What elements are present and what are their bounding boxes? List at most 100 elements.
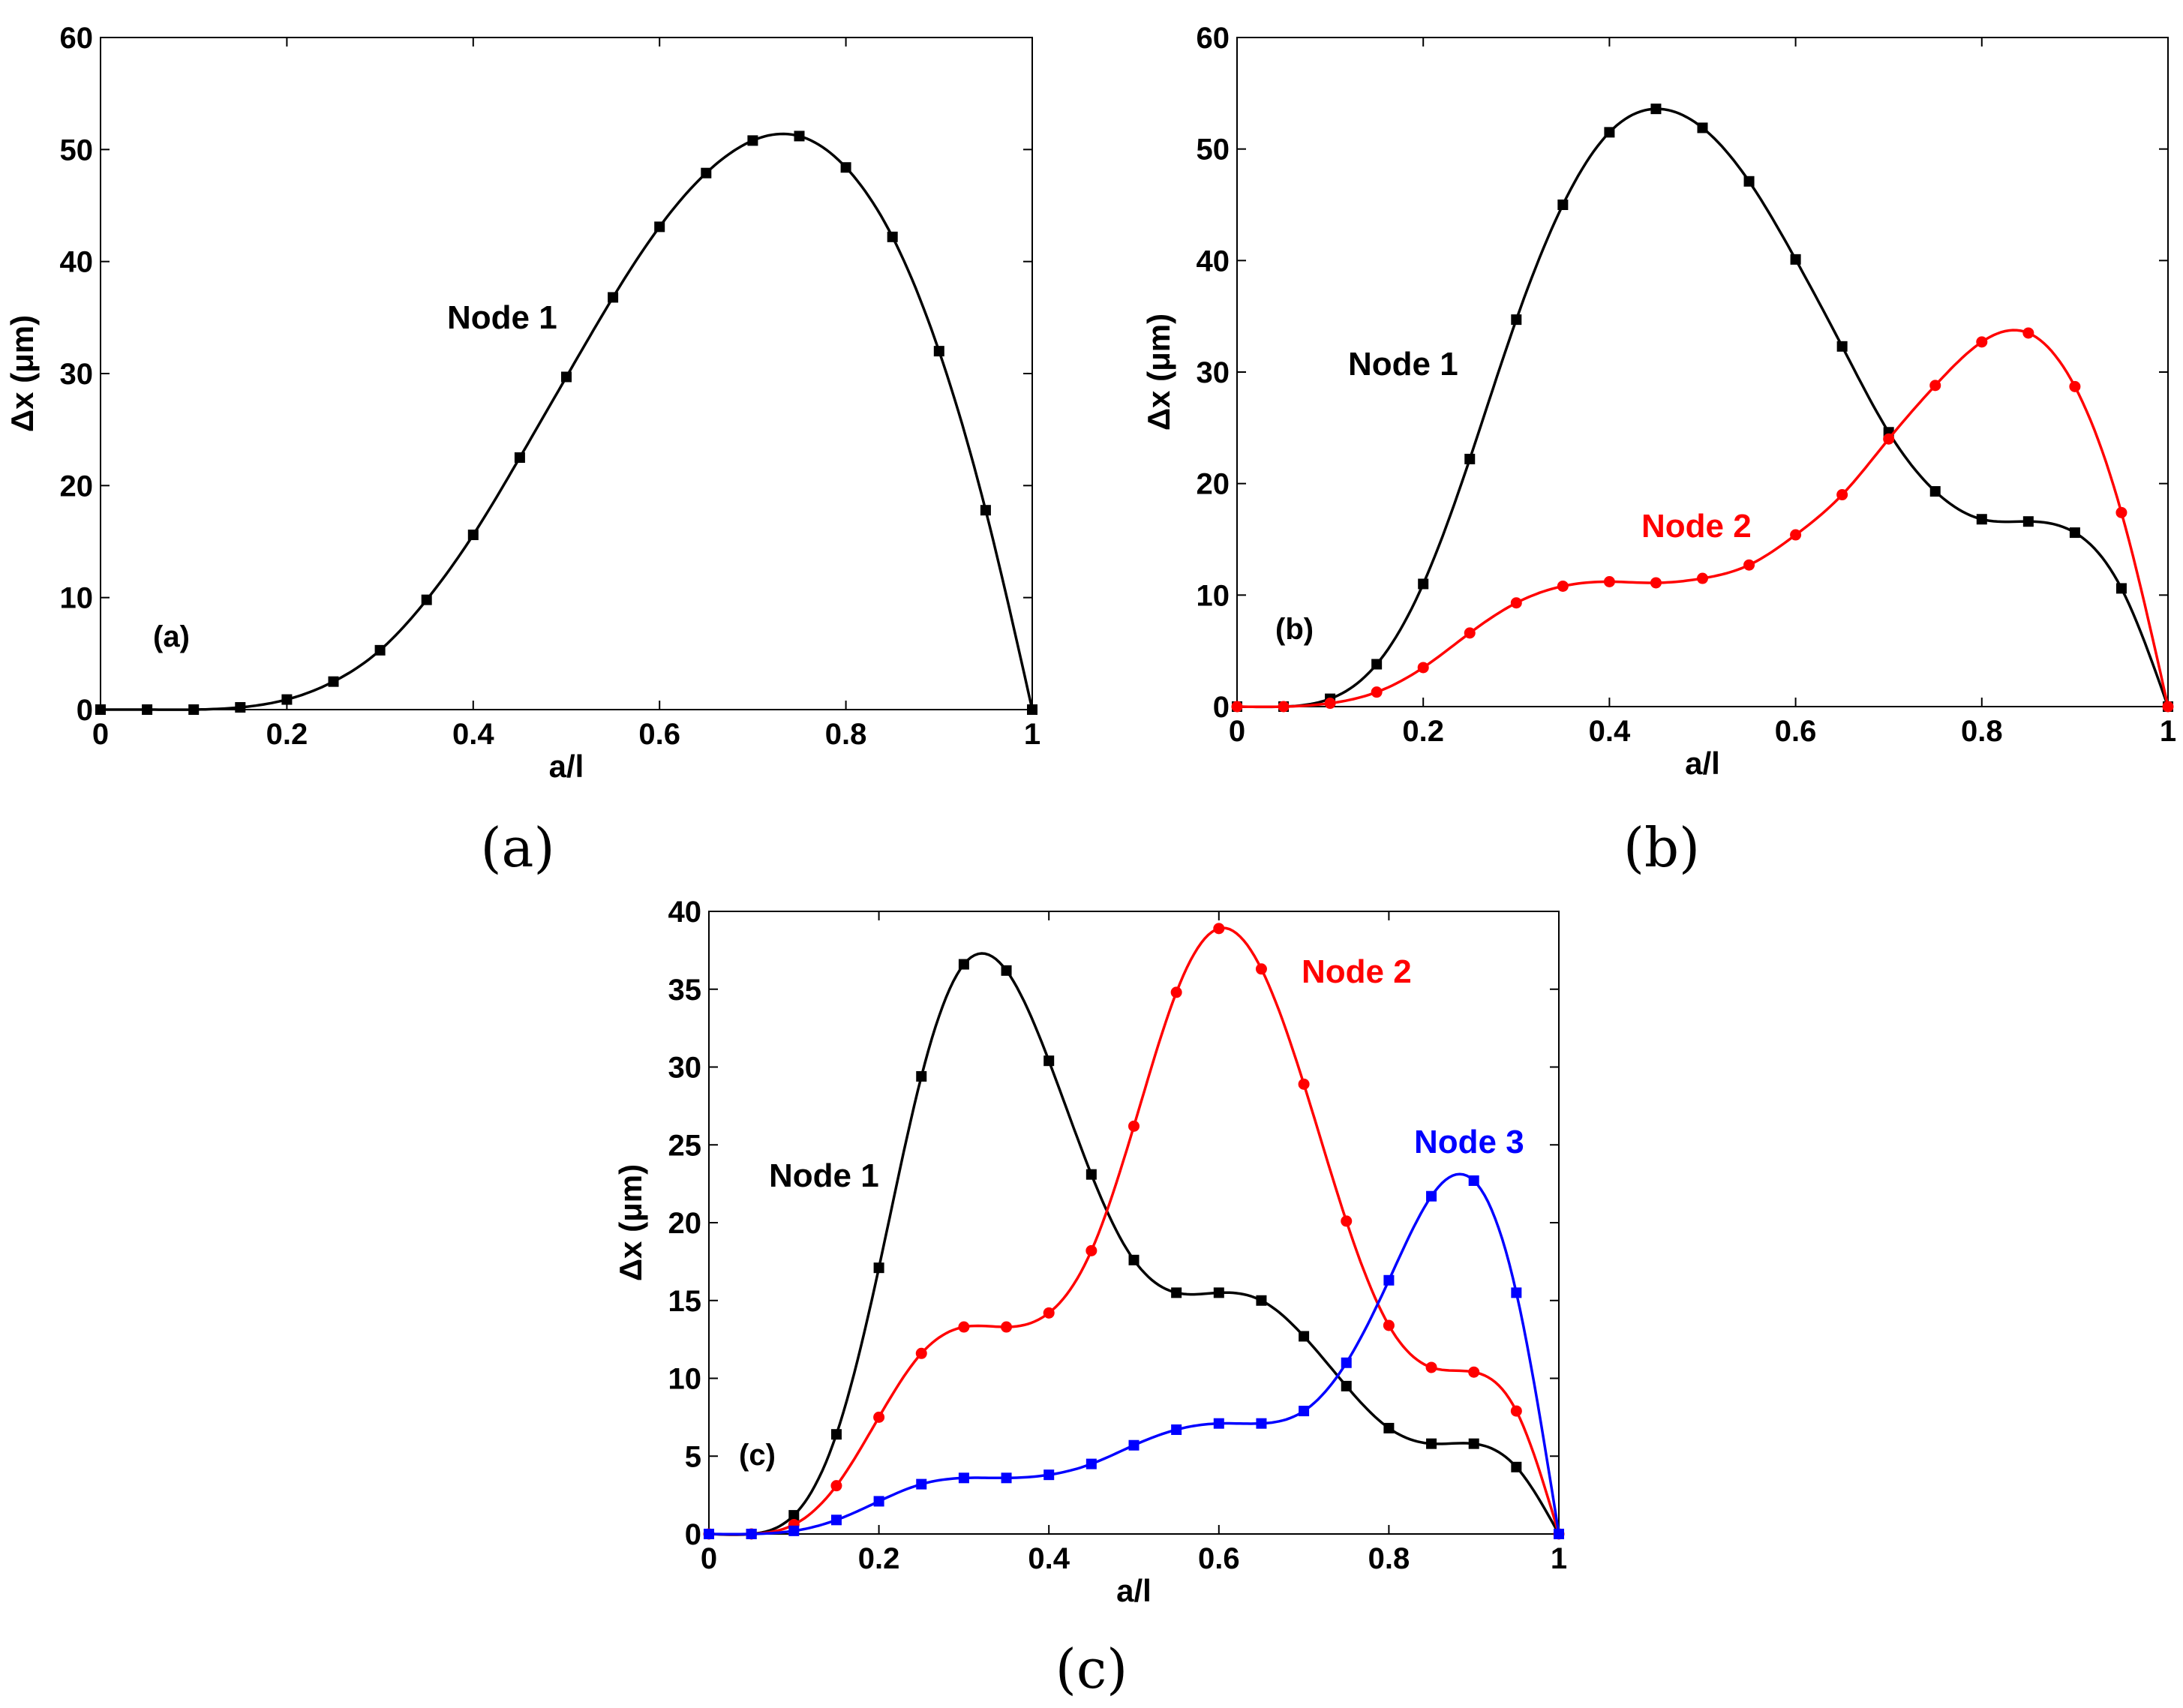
panel-1-node-2-point bbox=[2115, 506, 2127, 518]
panel-1-ytick-label: 60 bbox=[1197, 22, 1230, 55]
panel-0-node-1-point bbox=[1027, 704, 1037, 715]
panel-2-node-2-point bbox=[873, 1411, 885, 1423]
caption-b: (b) bbox=[1623, 816, 1700, 879]
panel-1-node-1-point bbox=[1464, 453, 1476, 464]
panel-1-ytick-label: 50 bbox=[1197, 134, 1230, 167]
panel-2-xtick-label: 0 bbox=[701, 1542, 717, 1575]
panel-2-node-1-point bbox=[830, 1429, 842, 1440]
panel-1-ytick-label: 30 bbox=[1197, 356, 1230, 389]
panel-1-ytick-label: 10 bbox=[1197, 579, 1230, 612]
panel-2-node-2-point bbox=[1255, 963, 1267, 975]
panel-1-node-2-point bbox=[2162, 701, 2174, 713]
panel-2-node-2-point bbox=[1510, 1405, 1522, 1417]
annotation-c-node-3: Node 3 bbox=[1414, 1124, 1524, 1160]
panel-0-ytick-label: 30 bbox=[60, 358, 94, 391]
panel-2-node-1-point bbox=[1085, 1169, 1097, 1180]
panel-2-node-2-point bbox=[1043, 1307, 1055, 1319]
panel-1-node-2-point bbox=[1790, 529, 1802, 541]
panel-1-node-2-point bbox=[1324, 698, 1336, 710]
panel-2-node-2-point bbox=[1425, 1361, 1437, 1373]
panel-tag-c: (c) bbox=[739, 1439, 776, 1472]
panel-2-node-1-point bbox=[916, 1070, 927, 1082]
panel-1-node-2-point bbox=[1929, 380, 1941, 392]
panel-2-node-3-point bbox=[1043, 1469, 1055, 1481]
panel-2-node-1-point bbox=[873, 1262, 884, 1274]
panel-2-xtick-label: 1 bbox=[1551, 1542, 1567, 1575]
panel-2-node-1-point bbox=[1256, 1295, 1267, 1306]
panel-0-xtick-label: 0.4 bbox=[452, 718, 494, 751]
panel-1-node-1-point bbox=[1790, 254, 1801, 265]
panel-0-node-1-point bbox=[514, 452, 525, 463]
panel-2-ytick-label: 30 bbox=[668, 1052, 702, 1085]
panel-1-node-1-point bbox=[1976, 514, 1987, 525]
annotation-b-node-1: Node 1 bbox=[1348, 346, 1458, 383]
annotation-b-node-2: Node 2 bbox=[1641, 508, 1752, 545]
panel-1-node-2-point bbox=[1464, 627, 1476, 639]
panel-1-xtick-label: 1 bbox=[2160, 715, 2176, 748]
panel-2-node-3-point bbox=[1001, 1472, 1012, 1484]
panel-2-node-2-point bbox=[1383, 1319, 1395, 1331]
panel-2-node-3-point bbox=[1299, 1406, 1310, 1417]
panel-0-node-1-point bbox=[281, 694, 293, 705]
panel-2-node-3-point bbox=[1171, 1424, 1182, 1435]
panel-2-node-3-point bbox=[1426, 1190, 1437, 1202]
panel-1-node-1-point bbox=[1557, 200, 1569, 210]
panel-2-ytick-label: 35 bbox=[668, 974, 702, 1007]
panel-2-node-3-point bbox=[704, 1529, 714, 1539]
panel-1-node-2-point bbox=[1510, 597, 1522, 609]
panel-1-node-1-point bbox=[1650, 104, 1662, 115]
panel-2-node-3-point bbox=[1383, 1274, 1395, 1286]
panel-2-node-3-point bbox=[746, 1529, 757, 1539]
panel-2-ytick-label: 25 bbox=[668, 1129, 702, 1162]
panel-2-node-3-point bbox=[1085, 1458, 1097, 1469]
panel-2-node-3-point bbox=[873, 1496, 884, 1507]
panel-2-node-1-point bbox=[1383, 1422, 1395, 1433]
panel-2-xlabel: a/l bbox=[1116, 1573, 1152, 1608]
panel-0-node-1-point bbox=[328, 676, 339, 687]
panel-0-node-1-point bbox=[467, 530, 479, 541]
panel-2-xtick-label: 0.8 bbox=[1368, 1542, 1410, 1575]
panel-1-node-1-point bbox=[1836, 341, 1848, 352]
panel-1-node-2-point bbox=[1278, 701, 1290, 713]
panel-1-ytick-label: 40 bbox=[1197, 245, 1230, 278]
panel-2-node-1-point bbox=[1426, 1438, 1437, 1449]
panel-0-xtick-label: 0.8 bbox=[825, 718, 867, 751]
panel-0-node-1-point bbox=[887, 231, 898, 242]
panel-2-node-1-point bbox=[1171, 1287, 1182, 1298]
panel-1-node-1-point bbox=[1929, 486, 1941, 497]
panel-2-node-2-point bbox=[1085, 1244, 1098, 1256]
annotation-c-node-2: Node 2 bbox=[1302, 953, 1412, 990]
panel-1-node-2-point bbox=[1603, 575, 1615, 587]
panel-0-node-1-point bbox=[794, 131, 805, 142]
panel-0-node-1-point bbox=[235, 702, 246, 713]
panel-1-node-2-point bbox=[1371, 686, 1383, 698]
panel-0-node-1-point bbox=[561, 371, 572, 383]
panel-1-node-2-point bbox=[1697, 572, 1708, 584]
panel-1-node-2-point bbox=[2069, 380, 2081, 392]
panel-1-xlabel: a/l bbox=[1685, 746, 1720, 781]
panel-1-node-1-point bbox=[1697, 122, 1708, 134]
panel-0-node-1-point bbox=[421, 594, 432, 605]
panel-1-ytick-label: 0 bbox=[1213, 691, 1230, 724]
panel-2-xtick-label: 0.6 bbox=[1198, 1542, 1240, 1575]
panel-2-node-2-point bbox=[1341, 1215, 1353, 1227]
panel-2-node-1-point bbox=[1468, 1438, 1479, 1449]
panel-1-node-2-point bbox=[2022, 327, 2034, 339]
panel-2-node-1-point bbox=[958, 959, 969, 970]
panel-0-node-1-point bbox=[980, 505, 991, 516]
panel-0-node-1-point bbox=[933, 346, 944, 357]
panel-0-ytick-label: 50 bbox=[60, 134, 94, 167]
panel-2-node-1-point bbox=[1001, 965, 1012, 976]
panel-2-ytick-label: 15 bbox=[668, 1285, 702, 1318]
panel-1-node-1-point bbox=[1371, 659, 1383, 670]
panel-1-node-1-point bbox=[1604, 127, 1615, 138]
panel-2-node-2-point bbox=[1170, 986, 1182, 998]
panel-2-node-2-point bbox=[1468, 1366, 1480, 1378]
panel-1-node-2-point bbox=[1836, 489, 1848, 501]
panel-1-xtick-label: 0.6 bbox=[1775, 715, 1817, 748]
panel-0-ytick-label: 40 bbox=[60, 246, 94, 279]
panel-2-node-2-point bbox=[958, 1321, 970, 1333]
panel-0-xtick-label: 0 bbox=[92, 718, 109, 751]
